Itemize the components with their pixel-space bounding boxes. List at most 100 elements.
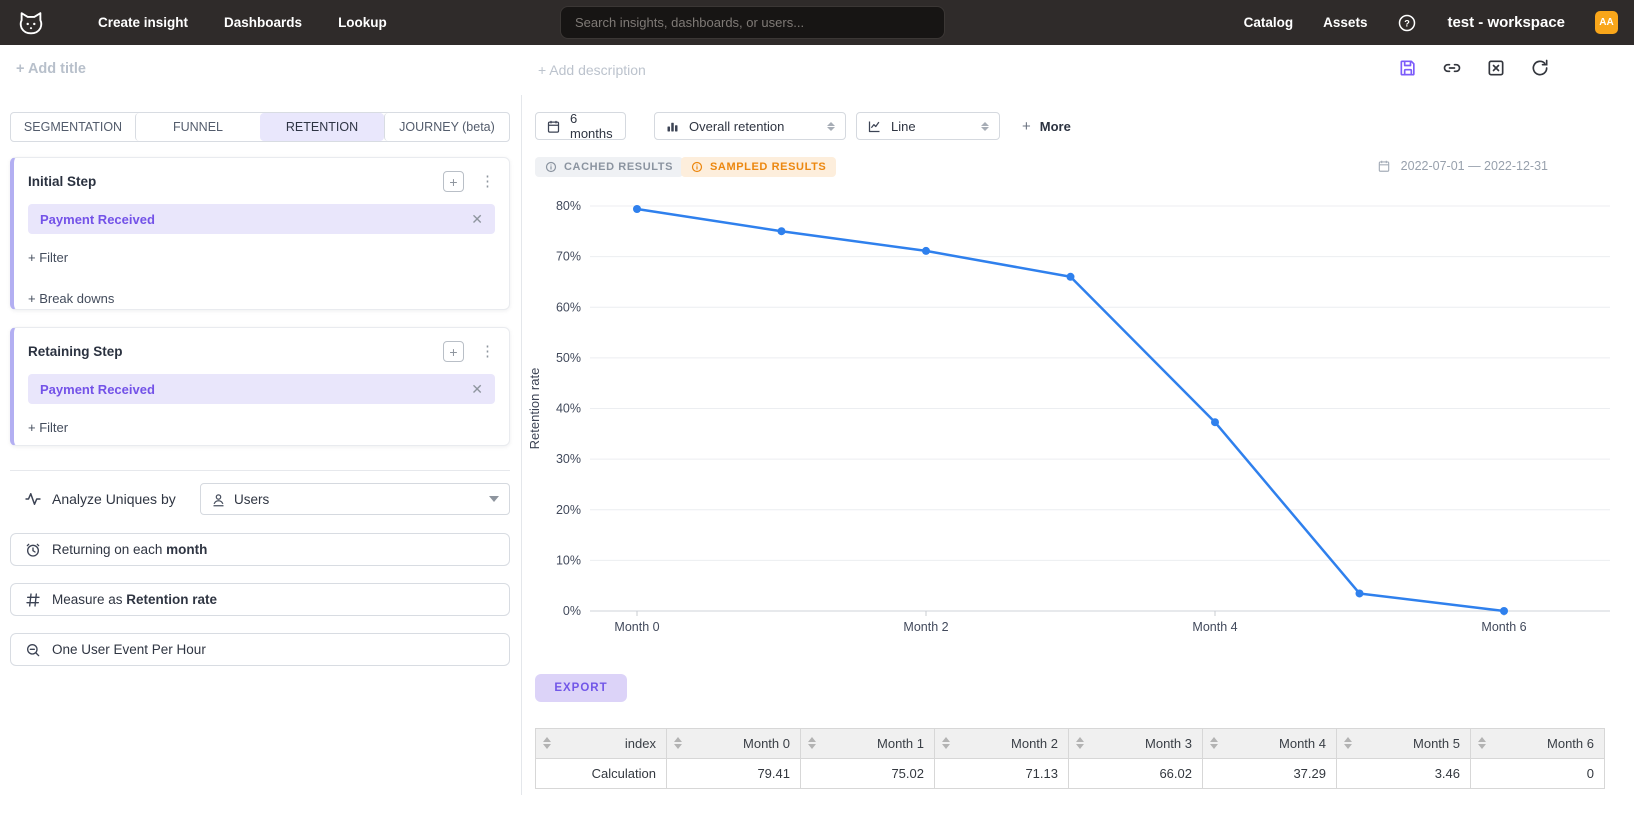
chart-point[interactable] <box>922 246 930 255</box>
y-tick-label: 40% <box>556 402 581 416</box>
chart-point[interactable] <box>777 227 786 236</box>
table-cell: 66.02 <box>1068 758 1203 789</box>
help-icon[interactable]: ? <box>1397 13 1417 33</box>
table-cell: 75.02 <box>800 758 935 789</box>
returning-period-setting[interactable]: Returning on each month <box>10 533 510 566</box>
sort-icon[interactable] <box>808 737 816 749</box>
refresh-icon[interactable] <box>1530 58 1550 78</box>
kebab-menu-icon[interactable]: ⋮ <box>480 173 495 190</box>
tab-journey[interactable]: JOURNEY (beta) <box>384 113 509 141</box>
user-icon <box>211 492 226 507</box>
top-navbar: Create insight Dashboards Lookup Catalog… <box>0 0 1634 45</box>
period-button[interactable]: 6 months <box>535 111 626 141</box>
event-name[interactable]: Payment Received <box>40 211 155 227</box>
chart-point[interactable] <box>1211 418 1219 427</box>
column-header[interactable]: Month 2 <box>934 728 1069 759</box>
clear-icon[interactable] <box>1486 58 1506 78</box>
save-icon[interactable] <box>1398 58 1418 78</box>
sort-icon[interactable] <box>1076 737 1084 749</box>
table-row: Calculation 79.41 75.02 71.13 66.02 37.2… <box>535 758 1605 789</box>
remove-event-icon[interactable]: ✕ <box>471 380 483 397</box>
column-header[interactable]: Month 3 <box>1068 728 1203 759</box>
measure-value: Retention rate <box>126 592 218 607</box>
search-input[interactable] <box>560 6 945 39</box>
table-cell: 3.46 <box>1336 758 1471 789</box>
column-header[interactable]: Month 0 <box>666 728 801 759</box>
avatar[interactable]: AA <box>1595 11 1618 34</box>
sort-icon[interactable] <box>543 737 551 749</box>
table-cell: 71.13 <box>934 758 1069 789</box>
retention-line-chart[interactable]: 0% 10% 20% 30% 40% 50% 60% 70% 80% Month 0 Month 2… <box>525 185 1626 645</box>
tab-retention[interactable]: RETENTION <box>260 113 384 141</box>
cat-logo-icon[interactable] <box>16 8 46 38</box>
y-tick-label: 30% <box>556 452 581 466</box>
results-table: index Month 0 Month 1 Month 2 Month 3 Mo… <box>535 728 1605 789</box>
add-event-icon[interactable]: + <box>443 341 464 362</box>
cached-results-badge[interactable]: CACHED RESULTS <box>535 157 684 177</box>
nav-lookup[interactable]: Lookup <box>338 15 387 30</box>
column-header[interactable]: Month 1 <box>800 728 935 759</box>
sort-icon[interactable] <box>1210 737 1218 749</box>
add-breakdowns-button[interactable]: + Break downs <box>28 291 115 306</box>
y-tick-label: 20% <box>556 503 581 517</box>
more-button[interactable]: + More <box>1022 112 1071 140</box>
nav-assets[interactable]: Assets <box>1323 15 1368 30</box>
sort-icon[interactable] <box>1478 737 1486 749</box>
chart-point[interactable] <box>1355 589 1364 598</box>
retention-line[interactable] <box>636 207 1505 613</box>
y-tick-label: 60% <box>556 300 581 314</box>
measure-setting[interactable]: Measure as Retention rate <box>10 583 510 616</box>
event-name[interactable]: Payment Received <box>40 381 155 397</box>
kebab-menu-icon[interactable]: ⋮ <box>480 343 495 360</box>
tab-funnel[interactable]: FUNNEL <box>135 113 260 141</box>
y-tick-label: 10% <box>556 553 581 567</box>
add-filter-button[interactable]: + Filter <box>28 250 69 265</box>
analyze-by-select[interactable]: Users <box>200 483 510 515</box>
date-range-value: 2022-07-01 — 2022-12-31 <box>1400 159 1548 173</box>
more-label: More <box>1039 118 1071 134</box>
workspace-name[interactable]: test - workspace <box>1447 14 1565 31</box>
clock-icon <box>25 542 41 558</box>
link-icon[interactable] <box>1442 58 1462 78</box>
y-axis-title: Retention rate <box>527 368 542 450</box>
column-header[interactable]: Month 4 <box>1202 728 1337 759</box>
add-description-input[interactable]: + Add description <box>538 62 646 78</box>
chart-point[interactable] <box>1066 272 1075 281</box>
chevron-down-icon <box>489 496 499 502</box>
sort-icon[interactable] <box>942 737 950 749</box>
x-tick-label: Month 2 <box>903 620 948 634</box>
dedupe-setting[interactable]: One User Event Per Hour <box>10 633 510 666</box>
chart-point[interactable] <box>633 204 641 213</box>
analyze-uniques-label: Analyze Uniques by <box>52 491 176 507</box>
sampled-results-badge[interactable]: SAMPLED RESULTS <box>681 157 837 177</box>
add-filter-button[interactable]: + Filter <box>28 420 69 435</box>
tab-segmentation[interactable]: SEGMENTATION <box>23 120 123 134</box>
table-cell: 37.29 <box>1202 758 1337 789</box>
sort-icon[interactable] <box>1344 737 1352 749</box>
table-cell: 0 <box>1470 758 1605 789</box>
chart-type-select[interactable]: Line <box>856 112 1000 140</box>
calendar-icon <box>546 119 561 134</box>
panel-divider <box>521 95 522 795</box>
column-header[interactable]: index <box>535 728 667 759</box>
remove-event-icon[interactable]: ✕ <box>471 210 483 227</box>
nav-dashboards[interactable]: Dashboards <box>224 15 303 30</box>
add-event-icon[interactable]: + <box>443 171 464 192</box>
nav-catalog[interactable]: Catalog <box>1243 15 1294 30</box>
measure-prefix: Measure as <box>52 592 127 607</box>
column-header[interactable]: Month 6 <box>1470 728 1605 759</box>
add-title-input[interactable]: + Add title <box>16 61 86 77</box>
returning-prefix: Returning on each <box>52 542 167 557</box>
chart-point[interactable] <box>1500 607 1508 615</box>
sampled-results-label: SAMPLED RESULTS <box>710 161 827 173</box>
retaining-step-event[interactable]: Payment Received ✕ <box>28 374 495 404</box>
table-cell: 79.41 <box>666 758 801 789</box>
metric-select[interactable]: Overall retention <box>654 112 846 140</box>
nav-create-insight[interactable]: Create insight <box>98 15 189 30</box>
pulse-icon <box>24 490 42 508</box>
export-button[interactable]: EXPORT <box>535 674 627 702</box>
column-header[interactable]: Month 5 <box>1336 728 1471 759</box>
date-range: 2022-07-01 — 2022-12-31 <box>1377 159 1548 173</box>
initial-step-event[interactable]: Payment Received ✕ <box>28 204 495 234</box>
sort-icon[interactable] <box>674 737 682 749</box>
